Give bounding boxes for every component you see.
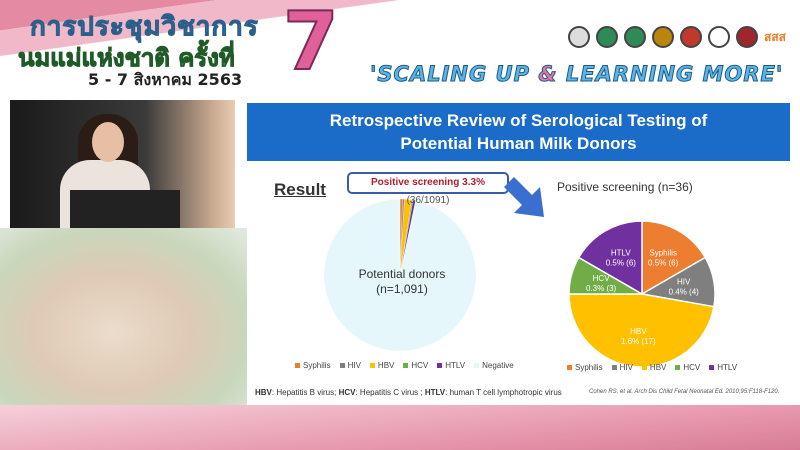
footnote-text: : human T cell lymphotropic virus xyxy=(445,388,562,397)
category-label: Syphilis xyxy=(649,248,677,257)
banner-edition: 7 xyxy=(282,0,340,88)
logo-icon xyxy=(652,26,674,48)
left-pie-label-line1: Potential donors xyxy=(358,267,446,281)
sponsor-logos: สสส xyxy=(568,26,786,48)
slogan-part2: LEARNING MORE' xyxy=(557,62,784,87)
legend-item: Syphilis xyxy=(295,361,331,370)
legend-label: HIV xyxy=(347,361,361,370)
legend-swatch xyxy=(437,363,443,369)
legend-item: HBV xyxy=(369,361,395,370)
banner-dates: 5 - 7 สิงหาคม 2563 xyxy=(88,70,243,89)
right-pie-title: Positive screening (n=36) xyxy=(557,180,693,194)
citation: Cohen RS, et al. Arch Dis Child Fetal Ne… xyxy=(589,389,780,395)
right-pie-legend: Syphilis HIV HBV HCV HTLV xyxy=(567,363,737,372)
legend-label: HCV xyxy=(683,363,701,372)
category-label: HCV xyxy=(593,274,611,283)
legend-label: HTLV xyxy=(445,361,466,370)
banner-title-line1: การประชุมวิชาการ xyxy=(30,12,259,43)
data-label: 0.4% (4) xyxy=(669,288,700,297)
footnote-text: : Hepatitis B virus; xyxy=(271,388,339,397)
pie-slice-htlv xyxy=(577,220,643,296)
data-label: 0.5% (6) xyxy=(606,258,637,267)
left-pie-label: Potential donors (n=1,091) xyxy=(337,267,467,297)
category-label: HBV xyxy=(630,327,647,336)
logo-icon xyxy=(596,26,618,48)
slide-title-line2: Potential Human Milk Donors xyxy=(400,134,637,153)
footnote-abbr: HCV xyxy=(338,388,356,397)
legend-item: HTLV xyxy=(437,361,465,370)
legend-item: HIV xyxy=(339,361,361,370)
legend-item: HTLV xyxy=(709,363,737,372)
presentation-slide: Retrospective Review of Serological Test… xyxy=(247,100,790,405)
legend-swatch xyxy=(641,365,647,371)
pie-slice-negative xyxy=(323,198,477,352)
legend-label: HBV xyxy=(377,361,395,370)
positive-callout: Positive screening 3.3% (36/1091) xyxy=(347,172,509,206)
logo-icon xyxy=(624,26,646,48)
footnote-abbr: HBV xyxy=(255,388,272,397)
banner-slogan: 'SCALING UP & LEARNING MORE' xyxy=(369,62,784,87)
legend-label: HCV xyxy=(411,361,429,370)
slide-title: Retrospective Review of Serological Test… xyxy=(247,103,790,161)
podium xyxy=(70,190,180,228)
logo-icon xyxy=(736,26,758,48)
legend-item: HBV xyxy=(641,363,667,372)
legend-item: Negative xyxy=(474,361,514,370)
data-label: 1.6% (17) xyxy=(621,337,656,346)
footnote: HBV: Hepatitis B virus; HCV: Hepatitis C… xyxy=(255,388,562,397)
banner-title-line2: นมแม่แห่งชาติ ครั้งที่ xyxy=(18,44,236,73)
slogan-part1: 'SCALING UP xyxy=(369,62,539,87)
result-heading: Result xyxy=(274,180,326,199)
footnote-text: : Hepatitis C virus ; xyxy=(355,388,425,397)
speaker-video xyxy=(10,100,235,228)
legend-swatch xyxy=(295,363,300,369)
logo-icon xyxy=(680,26,702,48)
legend-swatch xyxy=(369,363,375,369)
legend-label: Negative xyxy=(482,361,514,370)
callout-rest: (36/1091) xyxy=(406,195,450,206)
left-pie-label-line2: (n=1,091) xyxy=(376,282,428,296)
background-photo xyxy=(0,228,250,418)
bottom-band xyxy=(0,405,800,450)
left-pie-legend: Syphilis HIV HBV HCV HTLV Negative xyxy=(295,361,514,370)
legend-swatch xyxy=(675,365,681,371)
legend-item: HCV xyxy=(675,363,700,372)
pie-slice-hbv xyxy=(568,293,715,368)
legend-item: HCV xyxy=(403,361,428,370)
speaker-face xyxy=(92,122,124,162)
slide-title-line1: Retrospective Review of Serological Test… xyxy=(329,111,708,130)
legend-label: Syphilis xyxy=(575,363,603,372)
arrow-icon xyxy=(504,177,544,217)
legend-label: HBV xyxy=(649,363,667,372)
logo-icon xyxy=(568,26,590,48)
legend-label: HIV xyxy=(619,363,633,372)
legend-swatch xyxy=(611,365,617,371)
data-label: 0.3% (3) xyxy=(586,284,617,293)
footnote-abbr: HTLV xyxy=(424,388,446,397)
legend-label: HTLV xyxy=(717,363,738,372)
legend-swatch xyxy=(709,365,715,371)
slogan-amp: & xyxy=(538,62,558,87)
legend-item: Syphilis xyxy=(567,363,603,372)
logo-icon xyxy=(708,26,730,48)
legend-swatch xyxy=(567,365,572,371)
category-label: HIV xyxy=(677,278,691,287)
data-label: 0.5% (6) xyxy=(648,258,679,267)
sss-logo: สสส xyxy=(764,30,786,44)
callout-bold: Positive screening 3.3% xyxy=(371,177,485,188)
pie-slice-syphilis xyxy=(641,220,707,296)
legend-label: Syphilis xyxy=(303,361,331,370)
legend-swatch xyxy=(403,363,409,369)
category-label: HTLV xyxy=(611,248,632,257)
legend-swatch xyxy=(474,363,480,369)
legend-swatch xyxy=(339,363,345,369)
legend-item: HIV xyxy=(611,363,633,372)
